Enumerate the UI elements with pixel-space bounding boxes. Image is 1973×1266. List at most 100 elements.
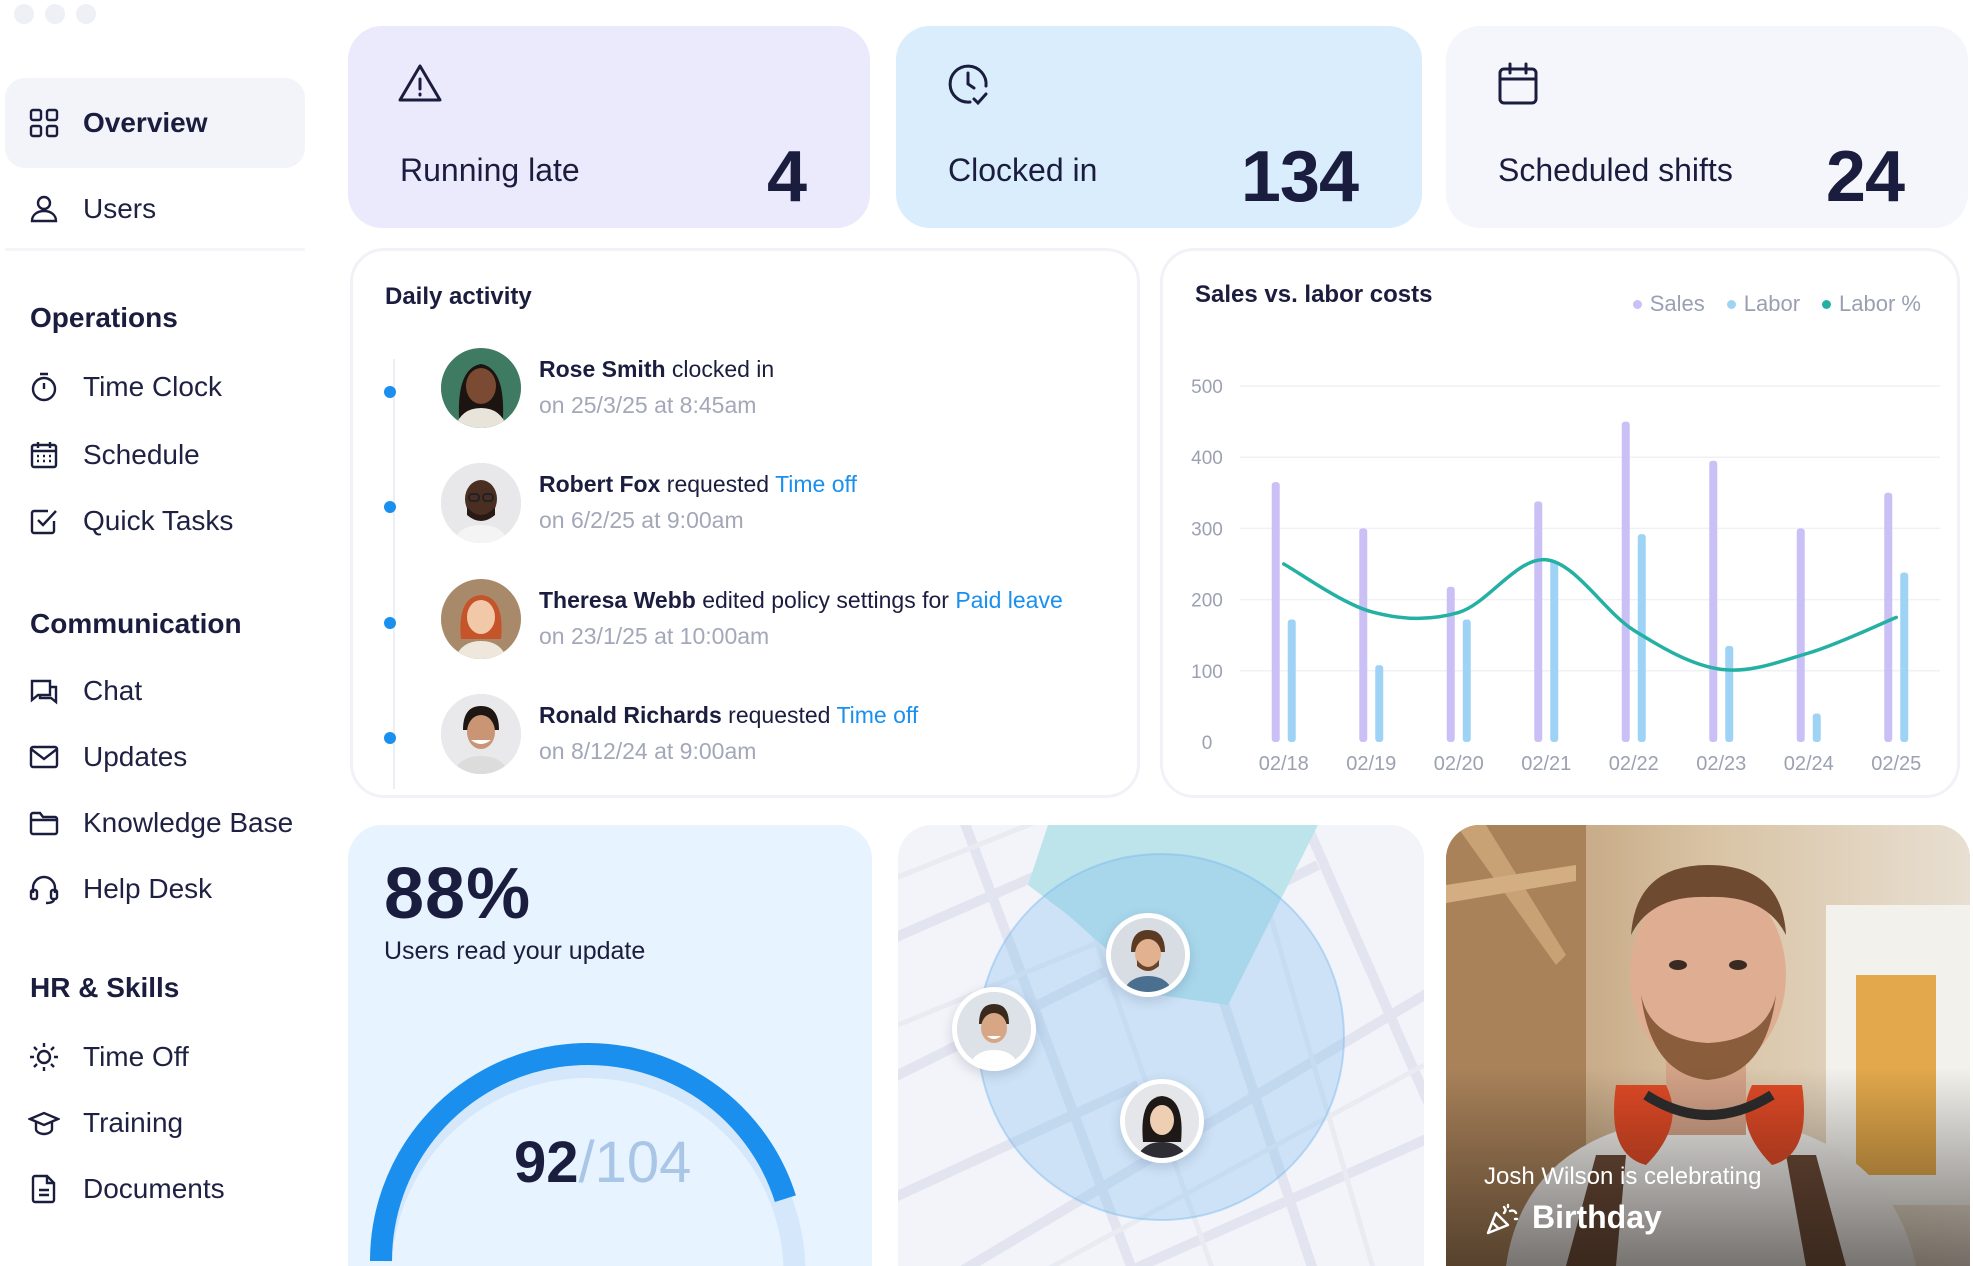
location-map-card[interactable] bbox=[898, 825, 1424, 1266]
sidebar-item-time-off[interactable]: Time Off bbox=[5, 1012, 305, 1102]
stat-value: 134 bbox=[1240, 137, 1359, 217]
activity-item[interactable]: Robert Fox requested Time off on 6/2/25 … bbox=[381, 463, 1121, 553]
clock-check-icon bbox=[944, 60, 992, 108]
bar-labor bbox=[1637, 534, 1646, 742]
calendar-icon bbox=[1494, 60, 1542, 108]
sidebar-item-label: Chat bbox=[83, 675, 143, 706]
bar-labor bbox=[1462, 619, 1471, 742]
window-dot[interactable] bbox=[45, 4, 65, 24]
mail-icon bbox=[27, 740, 61, 774]
activity-link[interactable]: Time off bbox=[775, 471, 857, 497]
daily-activity-panel: Daily activity Rose Smith clocked in on … bbox=[350, 248, 1140, 798]
stat-value: 4 bbox=[766, 137, 807, 217]
y-tick-label: 200 bbox=[1191, 591, 1223, 612]
sidebar-item-schedule[interactable]: Schedule bbox=[5, 410, 305, 500]
avatar[interactable] bbox=[441, 463, 521, 543]
sidebar-item-chat[interactable]: Chat bbox=[5, 646, 305, 736]
warning-icon bbox=[396, 60, 444, 108]
window-dot[interactable] bbox=[14, 4, 34, 24]
read-percent: 88% bbox=[384, 854, 532, 934]
section-title-communication: Communication bbox=[30, 608, 242, 639]
sidebar-item-label: Quick Tasks bbox=[83, 505, 234, 536]
activity-action: requested bbox=[666, 471, 770, 497]
activity-text: Robert Fox requested Time off bbox=[539, 471, 857, 498]
sidebar-item-quick-tasks[interactable]: Quick Tasks bbox=[5, 476, 305, 566]
stat-card-clocked-in[interactable]: Clocked in 134 bbox=[896, 26, 1422, 228]
bar-labor bbox=[1725, 645, 1734, 742]
activity-user-name[interactable]: Ronald Richards bbox=[539, 702, 722, 728]
sidebar-divider bbox=[5, 248, 305, 251]
timeline-dot bbox=[384, 501, 396, 513]
legend-swatch bbox=[1726, 299, 1736, 309]
legend-swatch bbox=[1822, 299, 1832, 309]
stopwatch-icon bbox=[27, 370, 61, 404]
avatar[interactable] bbox=[441, 348, 521, 428]
sidebar-item-label: Updates bbox=[83, 741, 188, 772]
folder-icon bbox=[27, 806, 61, 840]
bar-labor bbox=[1900, 572, 1909, 742]
activity-link[interactable]: Time off bbox=[836, 702, 919, 728]
timeline-line bbox=[393, 359, 395, 789]
bar-labor bbox=[1375, 665, 1384, 742]
avatar[interactable] bbox=[441, 579, 521, 659]
sidebar-item-overview[interactable]: Overview bbox=[5, 78, 305, 168]
timeline-dot bbox=[384, 617, 396, 629]
map-pin-avatar-3[interactable] bbox=[1120, 1079, 1204, 1163]
birthday-label: Birthday bbox=[1532, 1199, 1662, 1235]
sidebar-item-updates[interactable]: Updates bbox=[5, 712, 305, 802]
read-total: /104 bbox=[578, 1130, 692, 1195]
legend-item-sales[interactable]: Sales bbox=[1632, 291, 1705, 317]
gauge-ring bbox=[370, 1043, 806, 1266]
chart-canvas: 0 100 200 300 400 500 02/18 02/19 02/20 02/21 02/2… bbox=[1191, 377, 1940, 775]
sidebar-item-users[interactable]: Users bbox=[5, 164, 305, 254]
sidebar-item-label: Documents bbox=[83, 1173, 225, 1204]
chart-title: Sales vs. labor costs bbox=[1195, 281, 1433, 308]
y-tick-label: 400 bbox=[1191, 448, 1223, 469]
activity-item[interactable]: Ronald Richards requested Time off on 8/… bbox=[381, 694, 1121, 784]
bar-sales bbox=[1534, 501, 1543, 742]
sidebar-item-documents[interactable]: Documents bbox=[5, 1144, 305, 1234]
map-pin-avatar-1[interactable] bbox=[1106, 913, 1190, 997]
x-tick-label: 02/24 bbox=[1784, 753, 1834, 775]
legend-item-labor[interactable]: Labor bbox=[1726, 291, 1801, 317]
stat-card-running-late[interactable]: Running late 4 bbox=[348, 26, 870, 228]
activity-user-name[interactable]: Theresa Webb bbox=[539, 587, 696, 613]
x-tick-label: 02/25 bbox=[1871, 753, 1921, 775]
legend-label: Labor bbox=[1743, 291, 1801, 316]
legend-item-labor-pct[interactable]: Labor % bbox=[1822, 291, 1921, 317]
activity-user-name[interactable]: Robert Fox bbox=[539, 471, 661, 497]
checkbox-icon bbox=[27, 504, 61, 538]
map-pin-avatar-2[interactable] bbox=[952, 987, 1036, 1071]
activity-user-name[interactable]: Rose Smith bbox=[539, 356, 666, 382]
read-caption: Users read your update bbox=[384, 937, 646, 965]
sidebar-item-time-clock[interactable]: Time Clock bbox=[5, 342, 305, 432]
activity-item[interactable]: Theresa Webb edited policy settings for … bbox=[381, 579, 1121, 669]
y-tick-label: 0 bbox=[1202, 733, 1213, 754]
window-dot[interactable] bbox=[76, 4, 96, 24]
stat-label: Running late bbox=[400, 152, 580, 188]
bar-sales bbox=[1796, 528, 1805, 742]
sidebar-item-knowledge-base[interactable]: Knowledge Base bbox=[5, 778, 305, 868]
legend-swatch bbox=[1632, 299, 1642, 309]
stat-card-scheduled-shifts[interactable]: Scheduled shifts 24 bbox=[1446, 26, 1968, 228]
panel-title: Daily activity bbox=[385, 283, 532, 310]
sales-labor-chart-panel: Sales vs. labor costs Sales Labor Labor … bbox=[1160, 248, 1960, 798]
avatar[interactable] bbox=[441, 694, 521, 774]
sidebar-item-training[interactable]: Training bbox=[5, 1078, 305, 1168]
bar-labor bbox=[1812, 713, 1821, 742]
party-popper-icon bbox=[1484, 1201, 1520, 1237]
graduation-cap-icon bbox=[27, 1106, 61, 1140]
activity-item[interactable]: Rose Smith clocked in on 25/3/25 at 8:45… bbox=[381, 348, 1121, 438]
birthday-card[interactable]: Josh Wilson is celebrating Birthday bbox=[1446, 825, 1970, 1266]
activity-text: Rose Smith clocked in bbox=[539, 356, 774, 383]
user-icon bbox=[27, 192, 61, 226]
activity-link[interactable]: Paid leave bbox=[955, 587, 1063, 613]
bar-sales bbox=[1359, 528, 1368, 742]
activity-time: on 8/12/24 at 9:00am bbox=[539, 738, 757, 764]
sun-icon bbox=[27, 1040, 61, 1074]
x-tick-label: 02/19 bbox=[1346, 753, 1396, 775]
bar-sales bbox=[1621, 421, 1630, 742]
update-read-card[interactable]: 88% Users read your update 92/104 bbox=[348, 825, 872, 1266]
sidebar-item-label: Users bbox=[83, 193, 157, 224]
sidebar-item-help-desk[interactable]: Help Desk bbox=[5, 844, 305, 934]
